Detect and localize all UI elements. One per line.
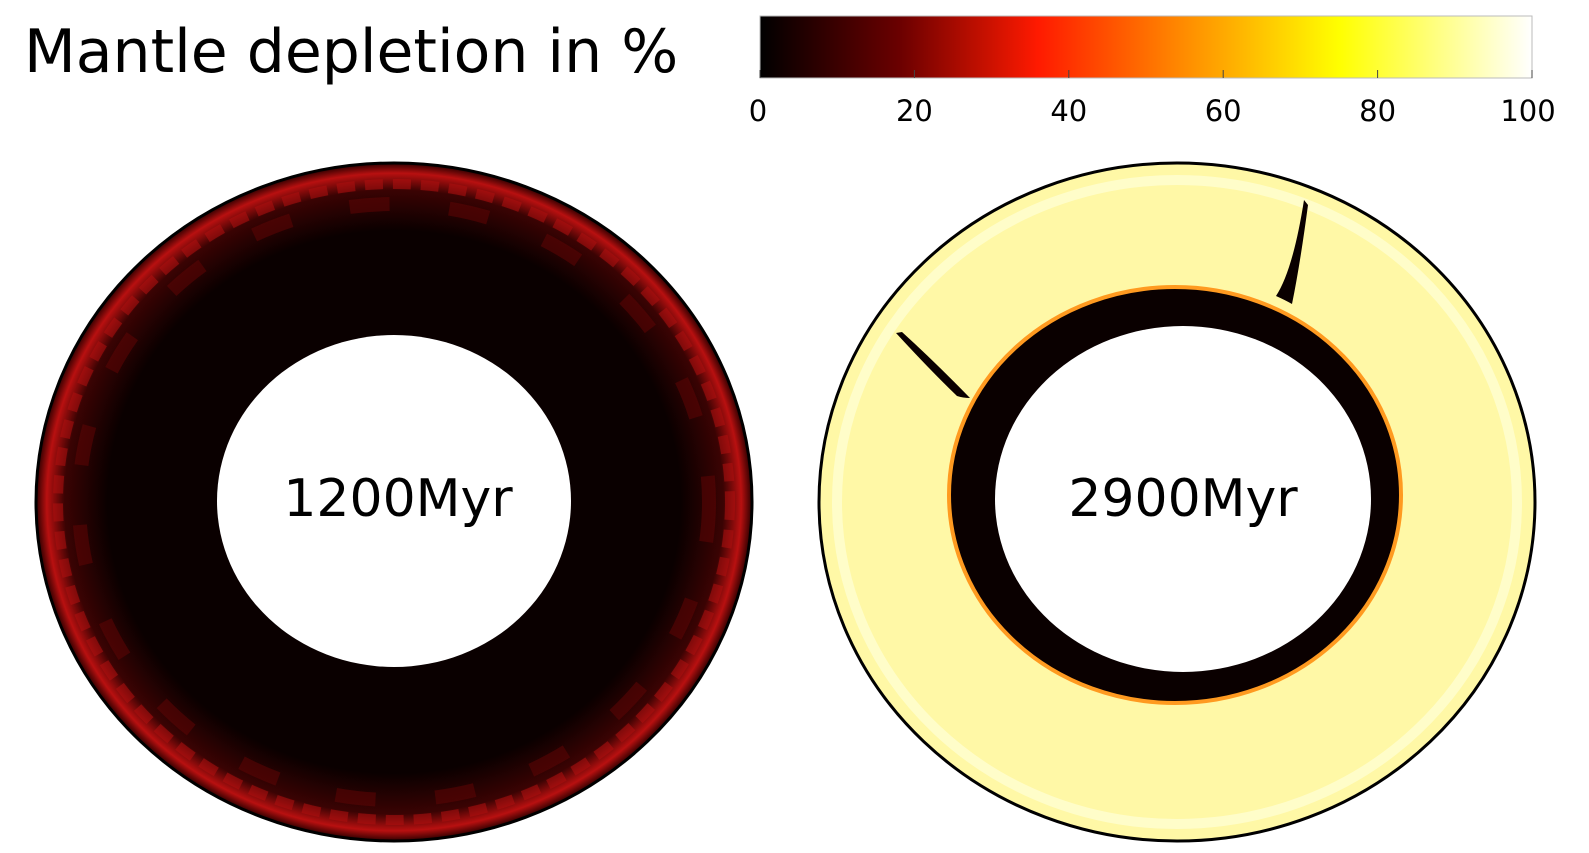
colorbar-tick-label: 40 — [1050, 94, 1087, 128]
colorbar-tick-label: 60 — [1205, 94, 1242, 128]
colorbar-tick-label: 20 — [896, 94, 933, 128]
figure-title: Mantle depletion in % — [24, 17, 678, 87]
core — [995, 326, 1371, 672]
colorbar-tick-label: 100 — [1500, 94, 1555, 128]
colorbar-ticks: 0 20 40 60 80 100 — [749, 70, 1556, 128]
colorbar: 0 20 40 60 80 100 — [749, 15, 1556, 128]
time-label: 2900Myr — [1068, 469, 1298, 529]
plume-conduit-right — [1276, 200, 1308, 304]
colorbar-tick-label: 80 — [1359, 94, 1396, 128]
panel-2900myr: 2900Myr — [817, 161, 1537, 843]
outer-depleted-texture — [832, 175, 1522, 829]
plume-texture — [72, 197, 716, 807]
panel-1200myr: 1200Myr — [34, 161, 754, 843]
colorbar-gradient — [759, 15, 1533, 79]
core — [217, 335, 571, 667]
depleted-rim-texture — [53, 179, 735, 825]
colorbar-tick-label: 0 — [749, 94, 767, 128]
plume-conduit-left — [896, 332, 970, 398]
time-label: 1200Myr — [283, 469, 513, 529]
